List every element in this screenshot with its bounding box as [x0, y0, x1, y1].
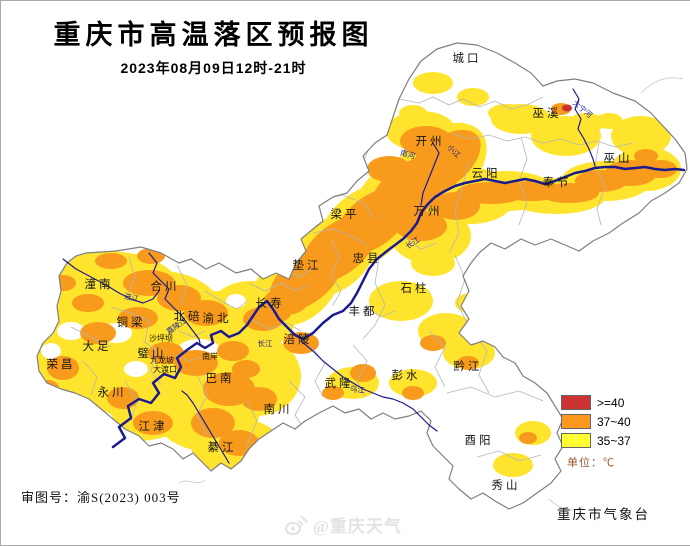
district-label: 九龙坡 — [150, 355, 174, 365]
district-label: 巴南 — [206, 371, 235, 385]
district-label: 南岸 — [202, 351, 218, 361]
map-title: 重庆市高温落区预报图 — [53, 20, 374, 50]
district-label: 巫溪 — [533, 107, 562, 120]
river-label: 长江 — [258, 338, 273, 348]
district-label: 永川 — [98, 385, 127, 399]
heat-orange-blobs — [37, 103, 677, 456]
watermark-text: @重庆天气 — [313, 517, 402, 536]
district-label: 彭水 — [392, 368, 421, 382]
district-label: 石柱 — [401, 281, 430, 295]
district-label: 武隆 — [325, 376, 354, 390]
district-label: 长寿 — [256, 296, 285, 310]
forecast-period: 2023年08月09日12时-21时 — [120, 60, 307, 76]
district-label: 奉节 — [543, 175, 572, 189]
legend-unit: 单位：℃ — [567, 457, 615, 469]
district-label: 荣昌 — [47, 358, 76, 371]
external-boundaries — [178, 77, 684, 511]
legend-label: 37~40 — [597, 414, 631, 429]
district-label: 梁平 — [331, 207, 360, 221]
district-label: 江津 — [139, 420, 168, 433]
river-label: 南河 — [399, 147, 417, 161]
river-label: 涪江 — [123, 291, 140, 304]
legend-swatch — [561, 433, 591, 448]
district-label: 云阳 — [472, 167, 501, 180]
district-label: 垫江 — [293, 258, 322, 272]
legend-item: 35~37 — [561, 433, 631, 448]
district-label: 铜梁 — [117, 315, 146, 329]
district-label: 秀山 — [492, 479, 521, 492]
title-block: 重庆市高温落区预报图 2023年08月09日12时-21时 — [6, 13, 421, 78]
map-approval-number: 审图号：渝S(2023) 003号 — [21, 490, 181, 505]
agency-name: 重庆市气象台 — [557, 507, 650, 522]
weibo-watermark: @重庆天气 — [283, 512, 402, 537]
district-label: 城口 — [453, 52, 482, 65]
weibo-icon — [284, 515, 308, 535]
heat-red-spots — [562, 104, 572, 112]
district-label: 黔江 — [454, 359, 483, 373]
municipality-outline — [36, 42, 688, 510]
legend-item: 37~40 — [561, 414, 631, 429]
legend-label: 35~37 — [597, 433, 631, 448]
district-label: 南川 — [264, 402, 293, 416]
district-label: 丰都 — [349, 305, 378, 318]
legend-swatch — [561, 414, 591, 429]
district-label: 綦江 — [208, 441, 237, 454]
district-label: 合川 — [151, 279, 180, 293]
district-label: 潼南 — [85, 277, 114, 291]
district-label: 北碚 — [174, 309, 203, 323]
district-label: 开州 — [416, 135, 445, 148]
district-label: 酉阳 — [465, 434, 494, 447]
river-label: 乌江 — [349, 383, 366, 395]
legend-label: >=40 — [597, 395, 625, 410]
district-label: 涪陵 — [284, 332, 313, 346]
district-label: 璧山 — [138, 346, 167, 360]
tributary-rivers — [62, 88, 596, 464]
temperature-legend: >=40 37~40 35~37 单位：℃ — [561, 395, 631, 470]
district-label: 巫山 — [604, 152, 633, 165]
district-label: 沙坪坝 — [149, 334, 173, 343]
legend-item: >=40 — [561, 395, 631, 410]
district-label: 渝北 — [203, 311, 232, 325]
legend-swatch — [561, 395, 591, 410]
district-label: 大足 — [83, 339, 112, 353]
district-label: 万州 — [414, 205, 443, 218]
district-label: 忠县 — [353, 252, 382, 265]
yangtze-river — [111, 165, 686, 449]
district-label: 大渡口 — [153, 364, 177, 374]
